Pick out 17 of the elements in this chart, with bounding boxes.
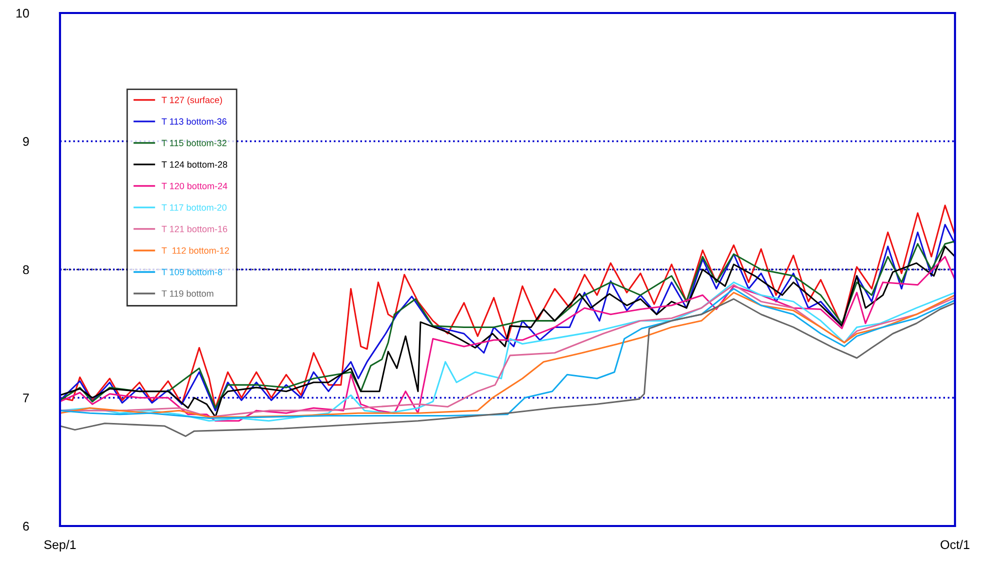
y-tick-label: 9 bbox=[23, 137, 29, 146]
y-tick-label: 10 bbox=[16, 8, 29, 18]
legend-label: T 115 bottom-32 bbox=[162, 140, 226, 146]
legend-label: T 117 bottom-20 bbox=[162, 204, 227, 211]
legend-label: T 120 bottom-24 bbox=[162, 182, 228, 190]
x-tick-label: Oct/1 bbox=[940, 540, 970, 550]
legend-label: T 113 bottom-36 bbox=[162, 118, 226, 125]
y-tick-label: 7 bbox=[23, 394, 29, 402]
y-tick-label: 6 bbox=[23, 522, 29, 531]
y-tick-label: 8 bbox=[23, 265, 29, 274]
legend-label: T 124 bottom-28 bbox=[162, 161, 228, 168]
x-tick-label: Sep/1 bbox=[44, 540, 76, 552]
legend-label: T 121 bottom-16 bbox=[162, 226, 228, 232]
legend-label: T 112 bottom-12 bbox=[162, 247, 229, 254]
legend-label: T 119 bottom bbox=[162, 290, 214, 297]
legend-label: T 109 bottom-8 bbox=[162, 268, 222, 276]
legend-label: T 127 (surface) bbox=[162, 96, 222, 105]
